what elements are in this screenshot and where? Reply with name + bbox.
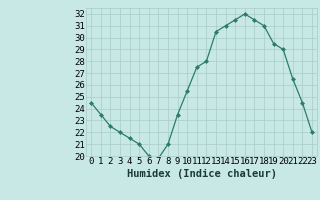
X-axis label: Humidex (Indice chaleur): Humidex (Indice chaleur) (127, 169, 276, 179)
